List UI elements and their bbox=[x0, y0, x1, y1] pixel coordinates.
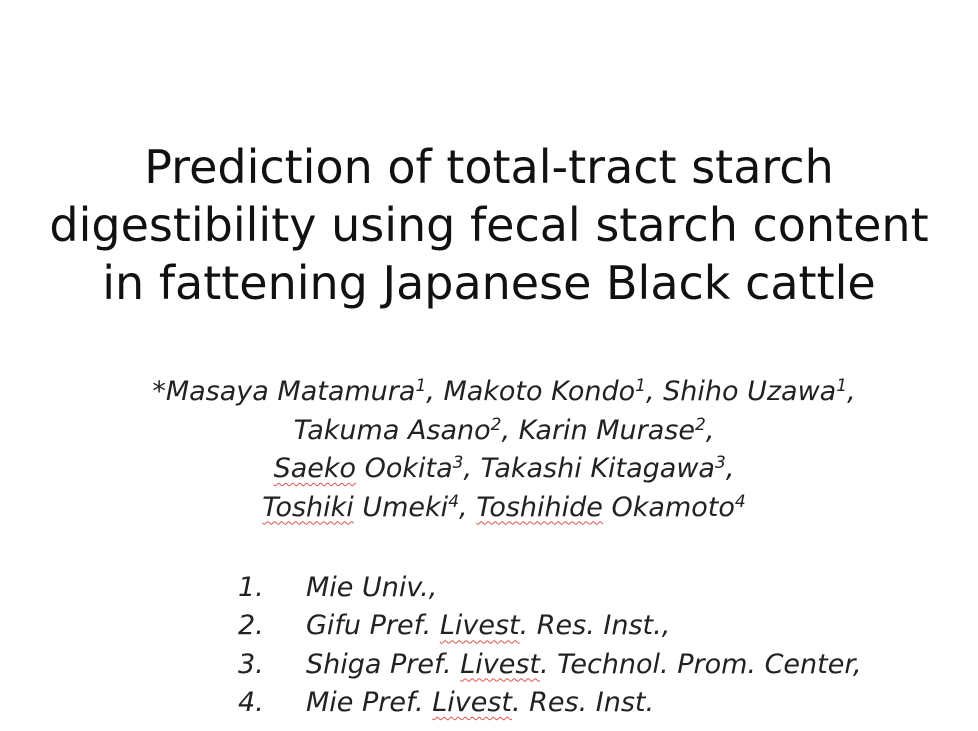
list-number: 2. bbox=[238, 610, 264, 642]
author-separator: , bbox=[645, 376, 664, 407]
author-row-2: Takuma Asano2, Karin Murase2, bbox=[0, 412, 978, 451]
author-name: *Masaya Matamura bbox=[152, 376, 416, 407]
affiliation-text: Mie Pref. Livest. Res. Inst. bbox=[306, 684, 654, 722]
affiliation-marker: 4 bbox=[448, 491, 460, 512]
affiliation-marker: 2 bbox=[490, 414, 502, 435]
affiliation-text: Mie Univ., bbox=[306, 569, 437, 607]
author-row-4: Toshiki Umeki4, Toshihide Okamoto4 bbox=[0, 489, 978, 528]
author-name: Okamoto bbox=[602, 491, 735, 523]
author-separator: , bbox=[705, 414, 715, 446]
affiliation-item-2: 2. Gifu Pref. Livest. Res. Inst., bbox=[238, 607, 958, 645]
affiliation-text: Shiga Pref. Livest. Technol. Prom. Cente… bbox=[306, 646, 862, 684]
list-number: 3. bbox=[238, 648, 264, 680]
author-separator: , bbox=[459, 491, 477, 523]
author-row-1: *Masaya Matamura1, Makoto Kondo1, Shiho … bbox=[0, 373, 978, 412]
title-line-3: in fattening Japanese Black cattle bbox=[102, 256, 876, 310]
spellcheck-flagged-word[interactable]: Toshihide bbox=[476, 491, 603, 523]
spellcheck-flagged-word[interactable]: Saeko bbox=[273, 453, 357, 484]
affiliation-marker: 3 bbox=[714, 453, 726, 473]
author-separator: , bbox=[725, 453, 735, 484]
affiliation-list[interactable]: 1. Mie Univ., 2. Gifu Pref. Livest. Res.… bbox=[238, 569, 958, 722]
affiliation-text-part: Shiga Pref. bbox=[306, 648, 461, 680]
author-name: Takuma Asano bbox=[293, 414, 491, 446]
author-name: Karin Murase bbox=[518, 414, 695, 446]
affiliation-marker: 2 bbox=[695, 414, 706, 435]
author-row-3: Saeko Ookita3, Takashi Kitagawa3, bbox=[0, 450, 978, 489]
affiliation-text-part: Mie Univ., bbox=[306, 572, 438, 603]
list-number: 4. bbox=[238, 686, 264, 718]
spellcheck-flagged-word[interactable]: Livest bbox=[432, 686, 512, 718]
affiliation-text-part: . Res. Inst. bbox=[511, 686, 655, 718]
author-separator: , bbox=[501, 414, 519, 446]
author-separator: , bbox=[847, 376, 856, 407]
affiliation-item-1: 1. Mie Univ., bbox=[238, 569, 958, 607]
author-name: Umeki bbox=[353, 491, 449, 523]
affiliation-text: Gifu Pref. Livest. Res. Inst., bbox=[306, 607, 670, 645]
spellcheck-flagged-word[interactable]: Toshiki bbox=[262, 491, 354, 523]
affiliation-marker: 4 bbox=[734, 491, 746, 512]
affiliation-text-part: Gifu Pref. bbox=[306, 610, 440, 642]
author-name: Shiho Uzawa bbox=[663, 376, 837, 407]
affiliation-text-part: . Technol. Prom. Center, bbox=[540, 648, 862, 680]
list-number: 1. bbox=[238, 572, 264, 603]
author-list[interactable]: *Masaya Matamura1, Makoto Kondo1, Shiho … bbox=[0, 373, 978, 527]
author-name: Takashi Kitagawa bbox=[480, 453, 715, 484]
spellcheck-flagged-word[interactable]: Livest bbox=[460, 648, 541, 680]
title-line-1: Prediction of total-tract starch bbox=[144, 140, 834, 194]
affiliation-text-part: . Res. Inst., bbox=[519, 610, 671, 642]
author-separator: , bbox=[426, 376, 444, 407]
affiliation-marker: 1 bbox=[836, 376, 848, 396]
affiliation-text-part: Mie Pref. bbox=[306, 686, 433, 718]
affiliation-marker: 1 bbox=[635, 376, 646, 396]
affiliation-marker: 1 bbox=[415, 376, 427, 396]
author-separator: , bbox=[463, 453, 481, 484]
slide-title[interactable]: Prediction of total-tract starch digesti… bbox=[0, 138, 978, 312]
title-line-2: digestibility using fecal starch content bbox=[49, 198, 929, 252]
author-name: Makoto Kondo bbox=[443, 376, 636, 407]
author-name: Ookita bbox=[356, 453, 453, 484]
affiliation-item-4: 4. Mie Pref. Livest. Res. Inst. bbox=[238, 684, 958, 722]
affiliation-item-3: 3. Shiga Pref. Livest. Technol. Prom. Ce… bbox=[238, 646, 958, 684]
affiliation-marker: 3 bbox=[452, 453, 464, 473]
spellcheck-flagged-word[interactable]: Livest bbox=[439, 610, 520, 642]
